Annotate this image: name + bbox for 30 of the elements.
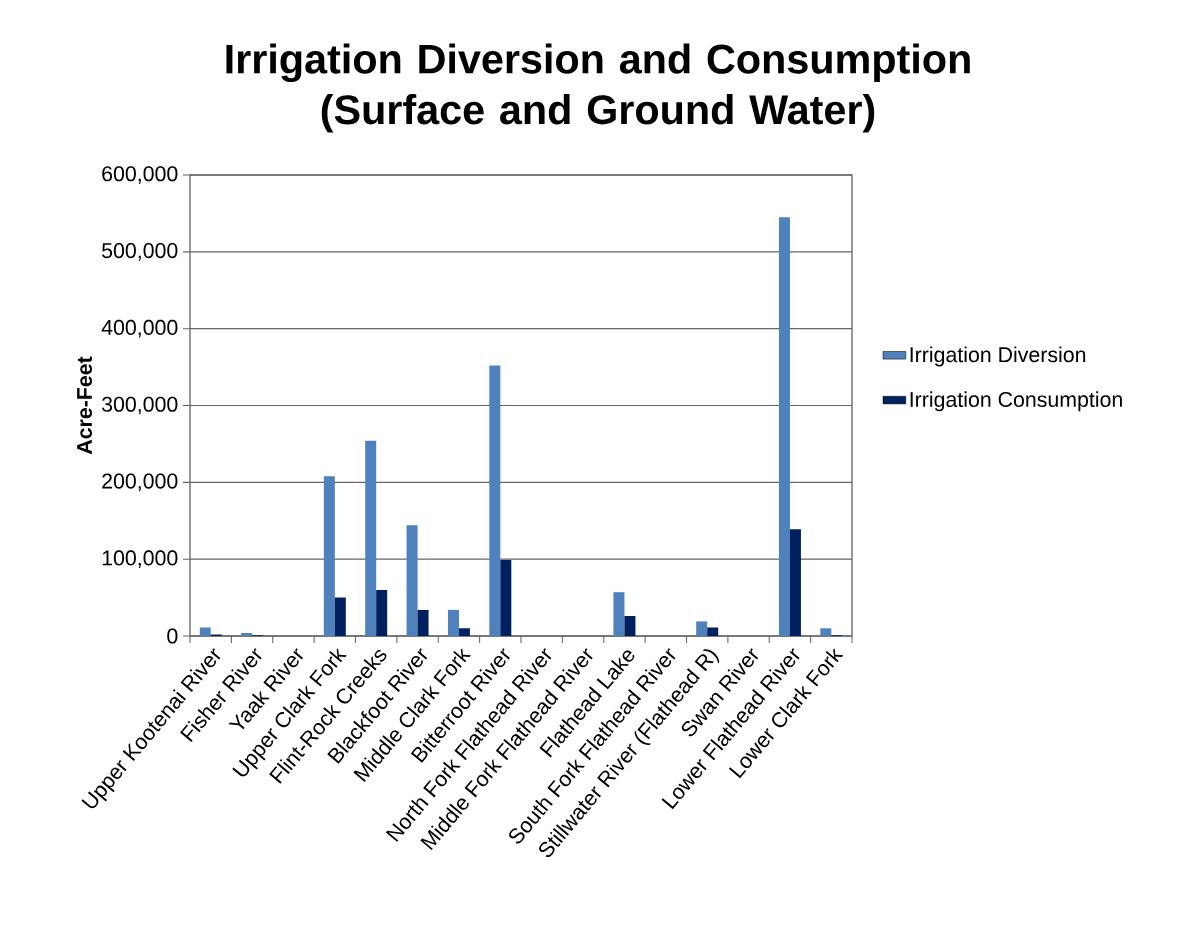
bar [447,609,459,637]
bar [458,628,470,637]
bar [707,627,719,637]
bar [417,609,429,637]
chart-title: Irrigation Diversion and Consumption (Surface and Ground Water) [226,43,970,133]
bar [624,616,636,637]
bar [376,589,388,637]
bar [820,628,832,637]
y-tick-label: 400,000 [101,319,178,338]
y-tick-label: 0 [167,628,178,644]
y-axis-title: Acre-Feet [77,356,93,455]
bar [323,476,335,637]
y-tick-label: 600,000 [102,166,178,184]
bar [334,597,346,637]
bar [613,592,625,637]
bar [778,217,790,637]
y-tick-label: 200,000 [102,473,178,492]
bar [199,627,211,637]
legend-label: Irrigation Consumption [910,391,1122,412]
bar [365,440,377,637]
y-tick-label: 500,000 [102,243,178,261]
bar [500,559,512,637]
bar [789,529,801,637]
bar [406,525,418,637]
bar [696,621,708,637]
y-tick-label: 100,000 [102,550,178,568]
bar [489,365,501,637]
y-tick-label: 300,000 [101,396,178,415]
bar [241,632,253,637]
legend-label: Irrigation Diversion [910,346,1086,367]
